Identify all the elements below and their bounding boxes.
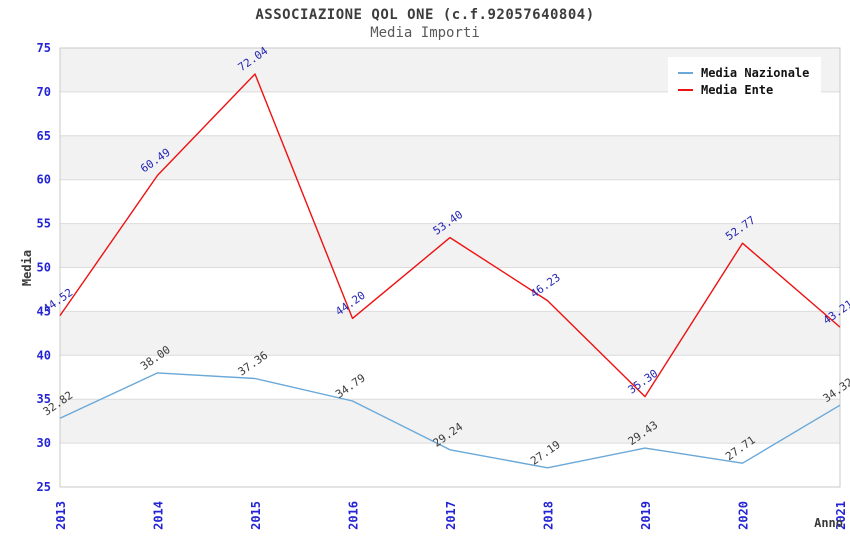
plot-layer: 25 30 35 40 45 50 55 60 65 70 75 2013 2014 2015 2016 20… — [37, 41, 850, 530]
chart-subtitle: Media Importi — [370, 25, 480, 41]
x-tick-label: 2017 — [444, 501, 458, 530]
legend-swatch-line — [678, 71, 693, 74]
plot-border — [59, 47, 841, 488]
x-tick-label: 2019 — [639, 501, 653, 530]
legend-item: Media Nazionale — [678, 64, 809, 81]
plot-stripe — [60, 223, 840, 268]
data-point-label: 34.79 — [333, 371, 368, 401]
y-tick-label: 60 — [37, 173, 51, 187]
plot-stripe — [60, 135, 840, 180]
x-tick-label: 2013 — [54, 501, 68, 530]
legend-label: Media Ente — [701, 82, 774, 97]
x-tick-label: 2016 — [347, 501, 361, 530]
series-line — [59, 73, 841, 398]
y-tick-label: 35 — [37, 392, 51, 406]
x-axis-title: Anno — [814, 516, 843, 530]
plot-stripe — [60, 311, 840, 356]
plot-stripe — [60, 399, 840, 444]
data-point-label: 46.23 — [528, 271, 563, 301]
y-tick-label: 55 — [37, 217, 51, 231]
x-tick-label: 2020 — [737, 501, 751, 530]
series-line — [59, 372, 841, 469]
y-tick-label: 65 — [37, 129, 51, 143]
y-tick-label: 45 — [37, 304, 51, 318]
legend-item: Media Ente — [678, 81, 809, 98]
y-tick-label: 40 — [37, 348, 51, 362]
y-tick-label: 50 — [37, 261, 51, 275]
legend-swatch-line — [678, 88, 693, 91]
y-tick-label: 70 — [37, 85, 51, 99]
legend-label: Media Nazionale — [701, 65, 810, 80]
x-tick-label: 2021 — [834, 501, 848, 530]
y-tick-label: 25 — [37, 480, 51, 494]
x-tick-label: 2014 — [152, 501, 166, 530]
y-tick-label: 30 — [37, 436, 51, 450]
chart-title: ASSOCIAZIONE QOL ONE (c.f.92057640804) — [255, 7, 595, 23]
y-tick-label: 75 — [37, 41, 51, 55]
y-axis-title: Media — [20, 250, 34, 286]
x-tick-label: 2018 — [542, 501, 556, 530]
x-tick-label: 2015 — [249, 501, 263, 530]
legend: Media Nazionale Media Ente — [668, 57, 822, 105]
